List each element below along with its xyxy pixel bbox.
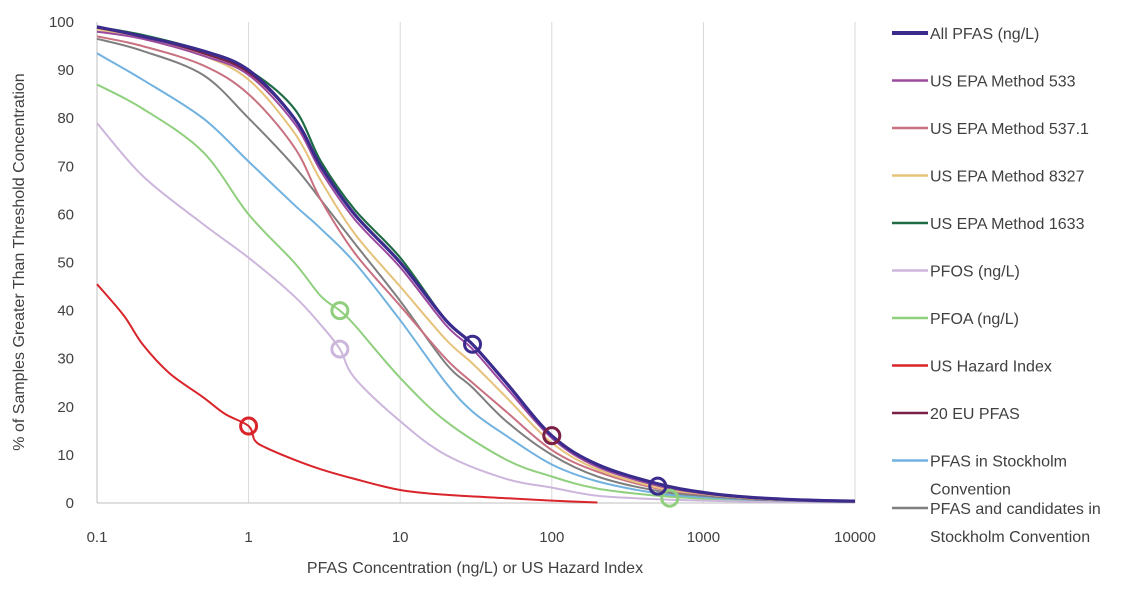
x-tick-label: 1 — [244, 529, 252, 546]
threshold-marker — [330, 301, 350, 321]
series-line-6 — [96, 83, 856, 503]
legend-item: US EPA Method 8327 — [892, 169, 1085, 186]
x-tick-label: 10000 — [834, 529, 876, 546]
legend-label: PFOS (ng/L) — [930, 264, 1020, 281]
y-tick-label: 20 — [57, 399, 74, 416]
x-tick-label: 1000 — [687, 529, 720, 546]
series-line-0 — [96, 25, 856, 503]
y-tick-label: 70 — [57, 158, 74, 175]
legend-item: PFOS (ng/L) — [892, 264, 1020, 281]
legend-item: PFOA (ng/L) — [892, 311, 1019, 328]
series-line-5 — [96, 122, 856, 504]
axes — [96, 22, 855, 504]
x-axis-title: PFAS Concentration (ng/L) or US Hazard I… — [307, 560, 643, 577]
y-tick-label: 10 — [57, 447, 74, 464]
legend-item: US EPA Method 537.1 — [892, 121, 1089, 138]
y-tick-label: 100 — [49, 14, 74, 31]
legend-label: Stockholm Convention — [930, 529, 1090, 546]
legend-item: 20 EU PFAS — [892, 406, 1020, 423]
threshold-marker — [463, 334, 483, 354]
legend-label: US EPA Method 537.1 — [930, 121, 1089, 138]
legend-label: Convention — [930, 482, 1011, 499]
legend-item: All PFAS (ng/L) — [892, 26, 1039, 43]
tick-labels: 0.1 1 10 100 1000 10000 0 10 20 30 40 50 60 70 80 90 100 — [49, 14, 876, 546]
y-tick-label: 90 — [57, 62, 74, 79]
legend-label: US EPA Method 1633 — [930, 216, 1085, 233]
threshold-marker — [542, 426, 562, 446]
threshold-marker — [330, 339, 350, 359]
series-line-10 — [96, 37, 856, 503]
y-axis-title: % of Samples Greater Than Threshold Conc… — [11, 73, 28, 450]
threshold-marker — [648, 476, 668, 496]
y-tick-label: 60 — [57, 206, 74, 223]
legend-item: PFAS in Stockholm Convention — [892, 454, 1067, 499]
legend-label: PFOA (ng/L) — [930, 311, 1019, 328]
series-line-4 — [96, 25, 856, 503]
legend-label: 20 EU PFAS — [930, 406, 1020, 423]
grid-lines — [96, 22, 856, 503]
legend-label: All PFAS (ng/L) — [930, 26, 1039, 43]
series-lines — [96, 25, 856, 504]
legend-item: US EPA Method 533 — [892, 74, 1076, 91]
series-markers — [239, 301, 680, 508]
series-line-2 — [96, 35, 856, 503]
y-tick-label: 50 — [57, 255, 74, 272]
legend-item: US EPA Method 1633 — [892, 216, 1085, 233]
series-line-7 — [96, 283, 598, 504]
legend-label: PFAS and candidates in — [930, 501, 1101, 518]
series-line-9 — [96, 52, 856, 503]
y-tick-label: 40 — [57, 303, 74, 320]
legend: All PFAS (ng/L) US EPA Method 533 US EPA M… — [892, 26, 1101, 546]
series-line-3 — [96, 28, 856, 503]
x-tick-label: 0.1 — [87, 529, 108, 546]
y-tick-label: 0 — [66, 495, 74, 512]
y-tick-label: 80 — [57, 110, 74, 127]
legend-item: US Hazard Index — [892, 359, 1052, 376]
threshold-marker — [239, 416, 259, 436]
x-tick-label: 100 — [539, 529, 564, 546]
legend-label: US EPA Method 533 — [930, 74, 1076, 91]
y-tick-label: 30 — [57, 351, 74, 368]
x-tick-label: 10 — [392, 529, 409, 546]
legend-item: PFAS and candidates in Stockholm Conventi… — [892, 501, 1101, 546]
legend-label: US EPA Method 8327 — [930, 169, 1085, 186]
threshold-marker — [660, 488, 680, 508]
series-line-8 — [96, 26, 856, 503]
legend-label: PFAS in Stockholm — [930, 454, 1067, 471]
series-line-1 — [96, 30, 856, 503]
legend-label: US Hazard Index — [930, 359, 1052, 376]
